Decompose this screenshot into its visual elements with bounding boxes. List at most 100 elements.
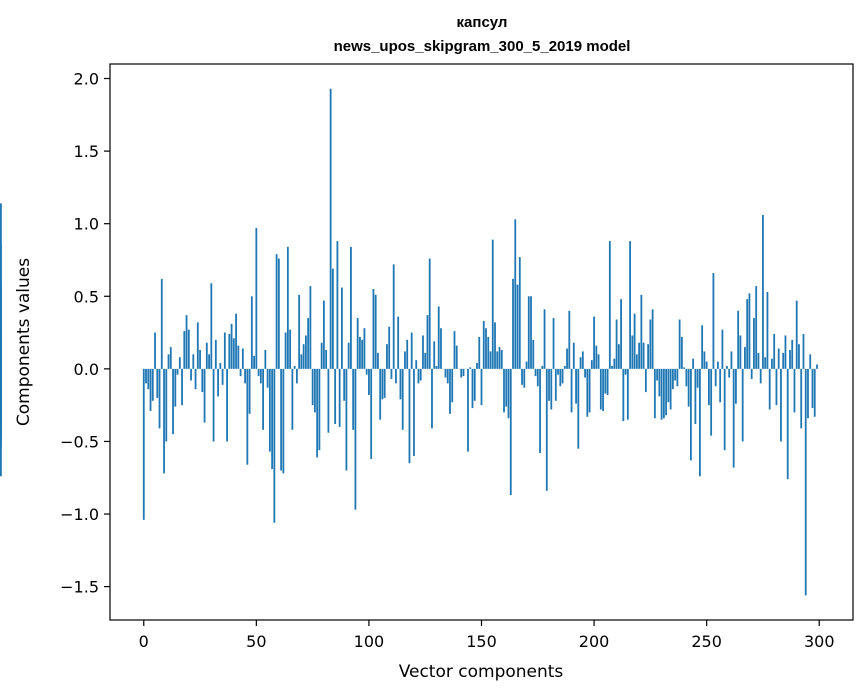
x-tick-label: 150 <box>466 632 497 651</box>
bar <box>530 296 532 369</box>
bar <box>766 291 769 369</box>
bar <box>354 368 357 510</box>
chart-title: капсул <box>457 14 508 31</box>
bar <box>496 351 499 369</box>
bar <box>753 318 755 369</box>
bar <box>336 241 339 369</box>
bar <box>304 335 307 369</box>
bar <box>174 368 177 407</box>
bar <box>622 368 625 422</box>
bar <box>248 368 251 414</box>
bar <box>640 294 643 369</box>
bar <box>264 349 267 369</box>
bar <box>338 368 341 427</box>
bar <box>590 360 593 369</box>
bar <box>708 368 710 406</box>
bar <box>503 368 505 413</box>
y-tick-label: 0.0 <box>74 360 99 379</box>
bar <box>811 368 814 409</box>
bar <box>728 368 731 378</box>
bar <box>181 368 183 406</box>
y-axis-label: Components values <box>14 258 34 426</box>
bar <box>561 368 564 384</box>
bar <box>433 341 436 369</box>
bar <box>602 368 604 411</box>
bar <box>649 319 652 369</box>
bar <box>786 368 789 480</box>
bar <box>732 368 735 468</box>
bar <box>379 368 382 420</box>
bar <box>244 368 246 384</box>
bar <box>593 316 595 369</box>
bar <box>541 365 544 369</box>
bar <box>651 309 654 369</box>
bar <box>440 328 442 369</box>
bar <box>676 368 679 387</box>
bar <box>566 348 568 369</box>
bar <box>626 368 629 420</box>
bar <box>667 368 670 403</box>
bar <box>160 278 163 369</box>
bar <box>0 368 2 375</box>
bar <box>469 367 472 369</box>
bar <box>694 368 697 425</box>
bar <box>232 338 235 369</box>
bar <box>777 348 780 369</box>
bars-group <box>0 88 818 596</box>
bar <box>230 323 233 369</box>
bar <box>482 320 485 369</box>
bar <box>347 342 350 369</box>
bar <box>282 368 285 474</box>
bar <box>212 368 215 442</box>
bar <box>424 352 427 369</box>
bar <box>329 88 332 369</box>
bar <box>518 257 521 369</box>
bar <box>473 368 476 401</box>
bar <box>298 294 301 369</box>
bar <box>163 368 165 474</box>
bar <box>800 368 803 429</box>
y-tick-label: 1.5 <box>74 142 99 161</box>
x-tick-label: 300 <box>804 632 835 651</box>
bar <box>172 368 174 435</box>
bar <box>757 352 760 369</box>
bar <box>534 368 537 377</box>
bar <box>554 368 557 401</box>
bar <box>683 367 686 369</box>
bar <box>392 264 395 369</box>
bar <box>307 318 310 369</box>
bar <box>386 344 388 369</box>
bar <box>629 241 631 369</box>
bar <box>653 368 656 419</box>
bar <box>784 335 787 369</box>
bar <box>613 358 616 369</box>
bar <box>680 336 683 369</box>
bar <box>199 349 201 369</box>
bar <box>280 368 283 471</box>
bar <box>581 351 584 369</box>
bar <box>413 368 415 456</box>
bar <box>286 246 289 369</box>
bar <box>726 365 728 369</box>
y-tick-label: 1.0 <box>74 215 99 234</box>
bar <box>714 368 717 387</box>
bar <box>302 344 305 369</box>
bar <box>444 368 447 378</box>
bar <box>318 368 321 451</box>
x-tick-label: 200 <box>579 632 610 651</box>
bar <box>203 368 206 423</box>
bar <box>359 336 361 369</box>
bar <box>289 329 292 369</box>
bar <box>435 365 438 369</box>
bar <box>145 368 147 384</box>
bar <box>343 368 346 401</box>
bar <box>334 368 337 425</box>
bar <box>570 368 573 413</box>
x-axis-label: Vector components <box>399 662 564 682</box>
bar <box>559 368 562 387</box>
bar <box>404 351 406 369</box>
bar <box>721 329 724 369</box>
bar <box>545 368 548 491</box>
y-tick-label: 2.0 <box>74 70 99 89</box>
bar <box>662 368 665 419</box>
